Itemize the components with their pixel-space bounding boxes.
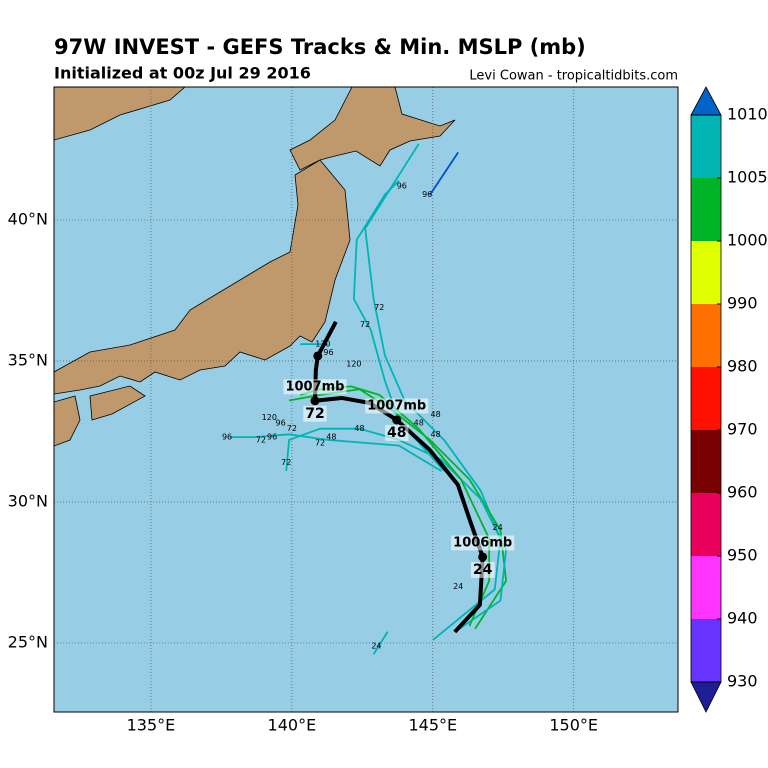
track-hour-label: 48 xyxy=(431,410,441,419)
colorbar-bin xyxy=(691,556,721,619)
colorbar-label: 980 xyxy=(727,357,758,376)
track-hour-label: 96 xyxy=(422,190,432,199)
track-hour-label: 120 xyxy=(346,359,361,368)
lon-tick-label: 140°E xyxy=(268,716,317,735)
map-frame xyxy=(53,86,679,713)
colorbar-frame xyxy=(690,114,722,683)
subtitle: Initialized at 00z Jul 29 2016 xyxy=(54,64,311,83)
colorbar-bin xyxy=(691,178,721,241)
track-hour-label: 72 xyxy=(281,458,291,467)
track-hour-label: 48 xyxy=(414,419,424,428)
credit: Levi Cowan - tropicaltidbits.com xyxy=(469,69,678,84)
track-hour-label: 72 xyxy=(360,320,370,329)
colorbar-label: 950 xyxy=(727,546,758,565)
land xyxy=(54,87,456,447)
track-hour-label: 72 xyxy=(256,435,266,444)
track-hour-label: 96 xyxy=(267,433,277,442)
track-hour-label: 96 xyxy=(397,182,407,191)
mean-point xyxy=(310,396,320,406)
mean-label: 1007mb xyxy=(367,398,426,413)
colorbar-label: 1010 xyxy=(727,105,768,124)
ensemble-track xyxy=(352,179,445,472)
track-hour-label: 24 xyxy=(453,582,463,591)
colorbar-bin xyxy=(691,430,721,493)
lat-tick-label: 40°N xyxy=(8,210,48,229)
colorbar-bin xyxy=(691,367,721,430)
lat-tick-label: 25°N xyxy=(8,632,48,651)
colorbar-label: 990 xyxy=(727,294,758,313)
colorbar-under xyxy=(690,681,722,713)
track-hour-label: 72 xyxy=(287,424,297,433)
label-box xyxy=(365,398,429,414)
colorbar-label: 1005 xyxy=(727,168,768,187)
mean-point xyxy=(313,351,323,361)
mean-label: 48 xyxy=(387,425,406,441)
mean-point xyxy=(392,415,402,425)
track-hour-label: 48 xyxy=(326,433,336,442)
label-box xyxy=(451,535,515,551)
mean-label: 1007mb xyxy=(285,379,344,394)
colorbar-bin xyxy=(691,493,721,556)
track-hour-label: 72 xyxy=(315,438,325,447)
ensemble-track xyxy=(285,427,507,633)
label-box xyxy=(303,405,327,422)
label-box xyxy=(283,379,347,395)
track-hour-label: 96 xyxy=(222,433,232,442)
track-hour-label: 24 xyxy=(493,523,503,532)
mean-label: 1006mb xyxy=(453,535,512,550)
track-hour-label: 48 xyxy=(431,430,441,439)
colorbar-bin xyxy=(691,115,721,178)
track-hour-label: 96 xyxy=(323,348,333,357)
lon-tick-label: 145°E xyxy=(408,716,457,735)
track-hour-label: 24 xyxy=(371,641,381,650)
lon-tick-label: 135°E xyxy=(127,716,176,735)
colorbar-over xyxy=(690,86,722,116)
lat-tick-label: 35°N xyxy=(8,351,48,370)
ensemble-track xyxy=(229,433,442,472)
colorbar-bin xyxy=(691,619,721,682)
track-hour-label: 48 xyxy=(354,424,364,433)
title: 97W INVEST - GEFS Tracks & Min. MSLP (mb… xyxy=(54,35,586,59)
track-hour-label: 120 xyxy=(262,413,277,422)
colorbar-label: 960 xyxy=(727,483,758,502)
mean-label: 24 xyxy=(473,562,493,578)
colorbar-label: 970 xyxy=(727,420,758,439)
track-hour-label: 72 xyxy=(374,303,384,312)
label-box xyxy=(470,561,495,578)
colorbar-bin xyxy=(691,304,721,367)
ensemble-track xyxy=(364,143,502,641)
colorbar-label: 1000 xyxy=(727,231,768,250)
ensemble-track xyxy=(372,631,389,655)
colorbar-label: 940 xyxy=(727,609,758,628)
label-box xyxy=(384,424,409,441)
lon-tick-label: 150°E xyxy=(549,716,598,735)
mean-point xyxy=(478,552,488,562)
mean-label: 72 xyxy=(305,406,324,422)
colorbar-label: 930 xyxy=(727,672,758,691)
track-hour-label: 96 xyxy=(276,419,286,428)
ensemble-track xyxy=(429,151,459,196)
colorbar-bin xyxy=(691,241,721,304)
lat-tick-label: 30°N xyxy=(8,491,48,510)
